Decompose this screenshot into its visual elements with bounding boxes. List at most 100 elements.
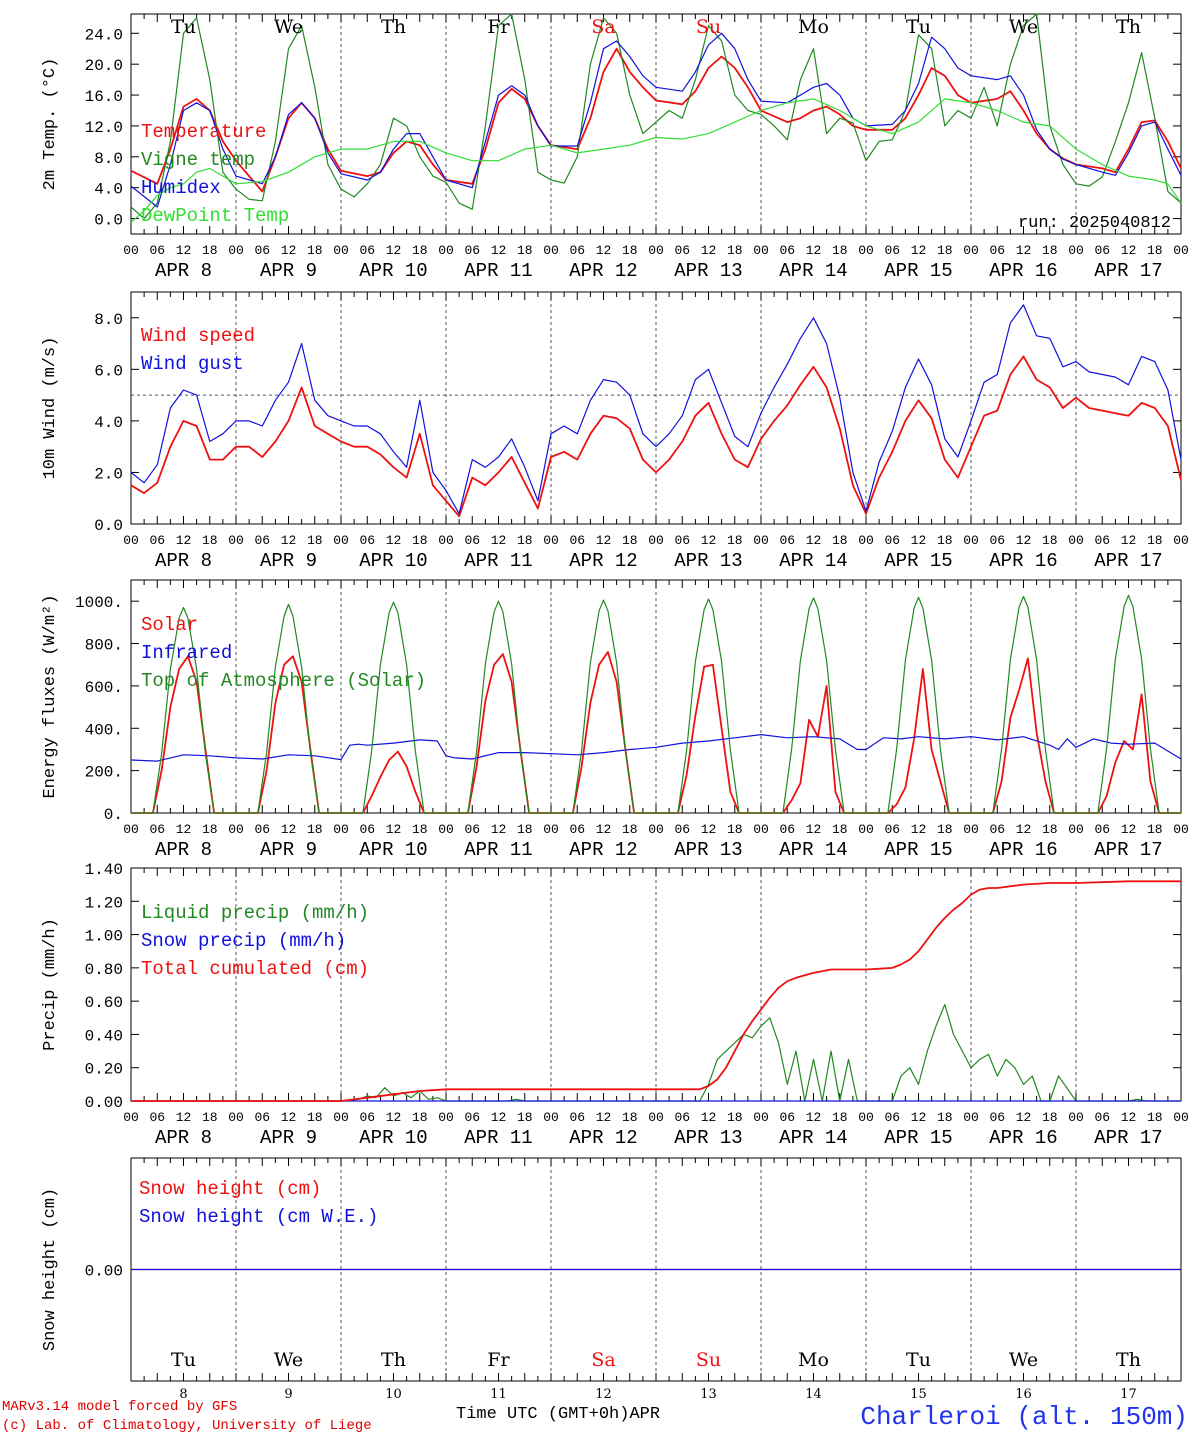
day-date-label: APR 12 [569, 839, 637, 861]
hour-tick-label: 12 [596, 1110, 612, 1125]
series-line-vigne-temp [130, 13, 1182, 220]
hour-tick-label: 00 [648, 822, 664, 837]
day-date-label: APR 14 [779, 839, 847, 861]
hour-tick-label: 06 [1094, 1110, 1110, 1125]
hour-tick-label: 06 [1094, 533, 1110, 548]
legend-entry: Snow precip (mm/h) [141, 930, 346, 952]
day-number-label: 14 [805, 1387, 822, 1402]
hour-tick-label: 06 [254, 1110, 270, 1125]
day-number-label: 16 [1015, 1387, 1032, 1402]
hour-tick-label: 12 [596, 243, 612, 258]
y-tick-label: 1.40 [85, 861, 123, 879]
hour-tick-label: 06 [359, 243, 375, 258]
hour-tick-label: 06 [464, 822, 480, 837]
hour-tick-label: 00 [858, 822, 874, 837]
hour-tick-label: 06 [464, 243, 480, 258]
hour-tick-label: 18 [412, 822, 428, 837]
day-abbr-top: Fr [487, 16, 510, 38]
y-tick-label: 24.0 [85, 26, 123, 44]
day-date-label: APR 12 [569, 1127, 637, 1149]
hour-tick-label: 00 [963, 243, 979, 258]
y-tick-label: 200. [85, 764, 123, 782]
hour-tick-label: 12 [281, 243, 297, 258]
hour-tick-label: 00 [1173, 1110, 1189, 1125]
y-tick-label: 0.00 [85, 1263, 123, 1281]
hour-tick-label: 18 [1042, 1110, 1058, 1125]
panel-5: 0.00 Snow height (cm) Snow height (cm) Snow… [41, 1157, 1182, 1382]
day-number-label: 8 [179, 1387, 187, 1402]
y-tick-label: 0.0 [94, 212, 123, 230]
hour-tick-label: 12 [911, 822, 927, 837]
day-date-label: APR 13 [674, 550, 742, 572]
day-abbr-bottom: Sa [591, 1349, 615, 1371]
hour-tick-label: 12 [1121, 533, 1137, 548]
hour-tick-label: 00 [1173, 533, 1189, 548]
y-tick-label: 16.0 [85, 88, 123, 106]
hour-tick-label: 06 [569, 822, 585, 837]
day-abbr-top: Sa [591, 16, 615, 38]
y-axis-label: 10m Wind (m/s) [41, 337, 60, 480]
lab-credit: (c) Lab. of Climatology, University of L… [2, 1418, 372, 1434]
hour-tick-label: 18 [1042, 533, 1058, 548]
day-date-label: APR 9 [260, 1127, 317, 1149]
hour-tick-label: 18 [937, 533, 953, 548]
day-date-label: APR 13 [674, 839, 742, 861]
hour-tick-label: 12 [1016, 533, 1032, 548]
hour-tick-label: 18 [727, 533, 743, 548]
hour-tick-label: 18 [202, 822, 218, 837]
day-abbr-bottom: We [274, 1349, 303, 1371]
hour-tick-label: 00 [1068, 243, 1084, 258]
hour-tick-label: 00 [543, 243, 559, 258]
hour-tick-label: 18 [727, 243, 743, 258]
hour-tick-label: 00 [333, 822, 349, 837]
hour-tick-label: 18 [937, 243, 953, 258]
legend-entry: Vigne temp [141, 149, 255, 171]
panel-1: 0.0 4.0 8.0 12.0 16.0 20.0 24.0 2m Temp. (°C) 00… [41, 13, 1189, 282]
hour-tick-label: 06 [779, 822, 795, 837]
legend-entry: Snow height (cm W.E.) [139, 1206, 378, 1228]
legend-entry: Wind speed [141, 325, 255, 347]
day-abbr-bottom: Fr [487, 1349, 510, 1371]
day-abbr-bottom: Su [696, 1349, 721, 1371]
hour-tick-label: 00 [1173, 822, 1189, 837]
day-date-label: APR 10 [359, 550, 427, 572]
y-tick-label: 600. [85, 679, 123, 697]
day-date-label: APR 11 [464, 1127, 532, 1149]
day-date-label: APR 16 [989, 550, 1057, 572]
hour-tick-label: 06 [149, 533, 165, 548]
hour-tick-label: 18 [1147, 243, 1163, 258]
hour-tick-label: 12 [701, 1110, 717, 1125]
hour-tick-label: 12 [806, 822, 822, 837]
hour-tick-label: 12 [911, 1110, 927, 1125]
y-tick-label: 8.0 [94, 311, 123, 329]
y-tick-label: 0. [104, 806, 123, 824]
day-date-label: APR 14 [779, 1127, 847, 1149]
hour-tick-label: 12 [176, 1110, 192, 1125]
day-date-label: APR 16 [989, 260, 1057, 282]
hour-tick-label: 12 [176, 533, 192, 548]
hour-tick-label: 06 [359, 822, 375, 837]
hour-tick-label: 00 [543, 1110, 559, 1125]
y-tick-label: 400. [85, 721, 123, 739]
day-abbr-bottom: Th [1116, 1349, 1141, 1371]
day-abbr-bottom: Tu [171, 1349, 196, 1371]
day-date-label: APR 16 [989, 1127, 1057, 1149]
hour-tick-label: 12 [281, 822, 297, 837]
hour-tick-label: 12 [386, 1110, 402, 1125]
hour-tick-label: 06 [464, 1110, 480, 1125]
day-date-label: APR 17 [1094, 1127, 1162, 1149]
y-tick-label: 1000. [75, 594, 123, 612]
hour-tick-label: 06 [989, 533, 1005, 548]
hour-tick-label: 06 [569, 1110, 585, 1125]
day-date-label: APR 8 [155, 839, 212, 861]
hour-tick-label: 18 [1147, 533, 1163, 548]
panel-4: 0.00 0.20 0.40 0.60 0.80 1.00 1.20 1.40 Precip (… [41, 861, 1189, 1149]
hour-tick-label: 18 [517, 822, 533, 837]
hour-tick-label: 06 [989, 822, 1005, 837]
hour-tick-label: 18 [727, 1110, 743, 1125]
hour-tick-label: 06 [254, 822, 270, 837]
day-date-label: APR 12 [569, 550, 637, 572]
y-tick-label: 8.0 [94, 150, 123, 168]
hour-tick-label: 12 [281, 1110, 297, 1125]
hour-tick-label: 12 [386, 822, 402, 837]
